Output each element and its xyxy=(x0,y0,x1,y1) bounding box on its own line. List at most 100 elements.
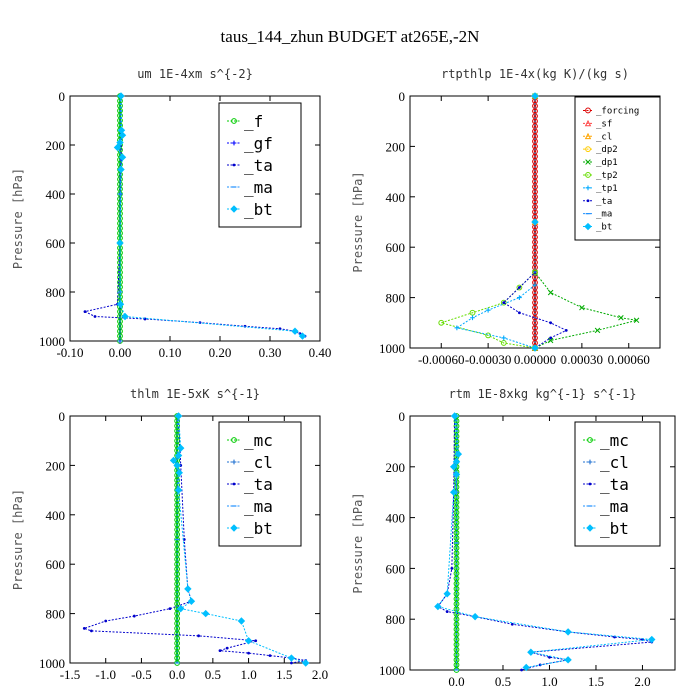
x-tick-label: -0.00030 xyxy=(465,352,512,367)
legend-entry: _bt xyxy=(244,200,273,219)
data-point xyxy=(173,461,181,470)
data-point xyxy=(618,315,624,321)
panel-um: um 1E-4xm s^{-2} Pressure [hPa] 0 200 400 600… xyxy=(11,67,331,360)
legend-entry: _cl xyxy=(596,132,612,142)
data-point xyxy=(443,590,451,598)
data-point xyxy=(113,143,122,152)
plot-frame xyxy=(409,415,676,671)
panel-title: rtm 1E-8xkg kg^{-1} s^{-1} xyxy=(449,387,637,401)
legend-marker xyxy=(232,482,236,486)
data-point xyxy=(302,659,310,667)
data-point xyxy=(169,456,178,465)
legend-entry: _mc xyxy=(244,431,273,450)
legend-marker xyxy=(231,437,237,443)
legend-marker xyxy=(587,437,593,443)
data-point xyxy=(121,312,129,321)
legend-marker xyxy=(231,118,237,124)
x-tick-label: 0.0 xyxy=(169,667,185,682)
y-tick-label: 0 xyxy=(399,409,406,424)
data-point xyxy=(449,488,458,496)
data-point xyxy=(516,295,522,300)
x-tick-label: 0.10 xyxy=(159,345,182,360)
legend-marker xyxy=(587,459,593,465)
y-axis-label: Pressure [hPa] xyxy=(11,168,25,269)
data-point xyxy=(202,609,210,618)
y-tick-label: 400 xyxy=(46,508,66,523)
plot-frame xyxy=(69,415,321,664)
data-point xyxy=(564,328,568,332)
panel-rtm: rtm 1E-8xkg kg^{-1} s^{-1} Pressure [hPa]… xyxy=(351,387,676,689)
y-tick-label: 400 xyxy=(386,190,406,205)
data-point xyxy=(298,332,307,340)
data-point xyxy=(470,315,475,321)
data-point xyxy=(118,153,127,161)
legend-entry: _ta xyxy=(244,475,273,494)
data-point xyxy=(454,450,463,458)
data-point xyxy=(516,284,523,291)
y-tick-label: 200 xyxy=(386,139,406,154)
data-point xyxy=(501,335,507,341)
y-tick-label: 600 xyxy=(386,561,406,576)
legend-marker xyxy=(584,222,592,231)
y-tick-label: 600 xyxy=(46,557,66,572)
data-point xyxy=(633,317,640,324)
legend-entry: _dp2 xyxy=(596,145,618,155)
legend-entry: _ma xyxy=(596,210,612,220)
data-point xyxy=(454,325,460,331)
data-point xyxy=(244,637,253,645)
legend-entry: _sf xyxy=(596,119,612,129)
data-point xyxy=(564,628,572,636)
figure-title: taus_144_zhun BUDGET at265E,-2N xyxy=(221,27,480,46)
y-tick-label: 800 xyxy=(46,285,66,300)
x-tick-label: 0.5 xyxy=(205,667,221,682)
x-tick-label: 0.00000 xyxy=(514,352,556,367)
data-point xyxy=(517,311,521,315)
x-tick-label: -1.0 xyxy=(95,667,116,682)
x-tick-label: -0.00060 xyxy=(418,352,465,367)
legend-entry: _ma xyxy=(600,497,629,516)
data-point xyxy=(118,131,127,139)
data-point xyxy=(290,661,293,665)
data-point xyxy=(175,469,183,477)
y-axis-label: Pressure [hPa] xyxy=(351,171,365,272)
data-point xyxy=(434,602,442,611)
data-point xyxy=(579,304,585,311)
data-point xyxy=(452,458,461,466)
y-tick-label: 600 xyxy=(46,236,66,251)
data-point xyxy=(291,327,299,335)
legend-entry: _ta xyxy=(244,156,273,175)
data-point xyxy=(116,138,124,147)
x-tick-label: -0.10 xyxy=(56,345,83,360)
data-point xyxy=(522,663,530,672)
legend-entry: _cl xyxy=(600,453,629,472)
data-point xyxy=(117,92,125,100)
series-bt xyxy=(169,412,310,667)
x-tick-label: 0.00 xyxy=(109,345,132,360)
legend-marker xyxy=(230,524,238,532)
data-point xyxy=(564,656,572,664)
data-point xyxy=(531,218,539,226)
panel-rtpthlp: rtpthlp 1E-4x(kg K)/(kg s) Pressure [hPa]… xyxy=(351,67,661,367)
data-point xyxy=(117,165,125,174)
x-tick-label: 0.0 xyxy=(448,674,464,689)
data-point xyxy=(225,646,229,650)
data-point xyxy=(594,327,601,334)
legend-entry: _tp2 xyxy=(596,171,618,181)
data-point xyxy=(187,597,196,605)
legend-marker xyxy=(585,146,591,153)
legend: _mc _cl _ta _ma _bt xyxy=(574,421,661,547)
y-axis-label: Pressure [hPa] xyxy=(11,489,25,590)
y-tick-label: 800 xyxy=(386,612,406,627)
data-point xyxy=(197,634,200,638)
data-point xyxy=(450,412,459,420)
series-line xyxy=(116,95,303,337)
legend-entry: _ta xyxy=(596,197,612,207)
x-tick-label: 1.5 xyxy=(276,667,292,682)
x-tick-label: 0.40 xyxy=(309,345,332,360)
x-tick-label: 0.5 xyxy=(495,674,511,689)
data-point xyxy=(648,635,656,644)
data-point xyxy=(452,470,461,479)
x-tick-label: -0.5 xyxy=(131,667,152,682)
legend-entry: _f xyxy=(244,112,263,131)
x-tick-label: 0.20 xyxy=(209,345,232,360)
